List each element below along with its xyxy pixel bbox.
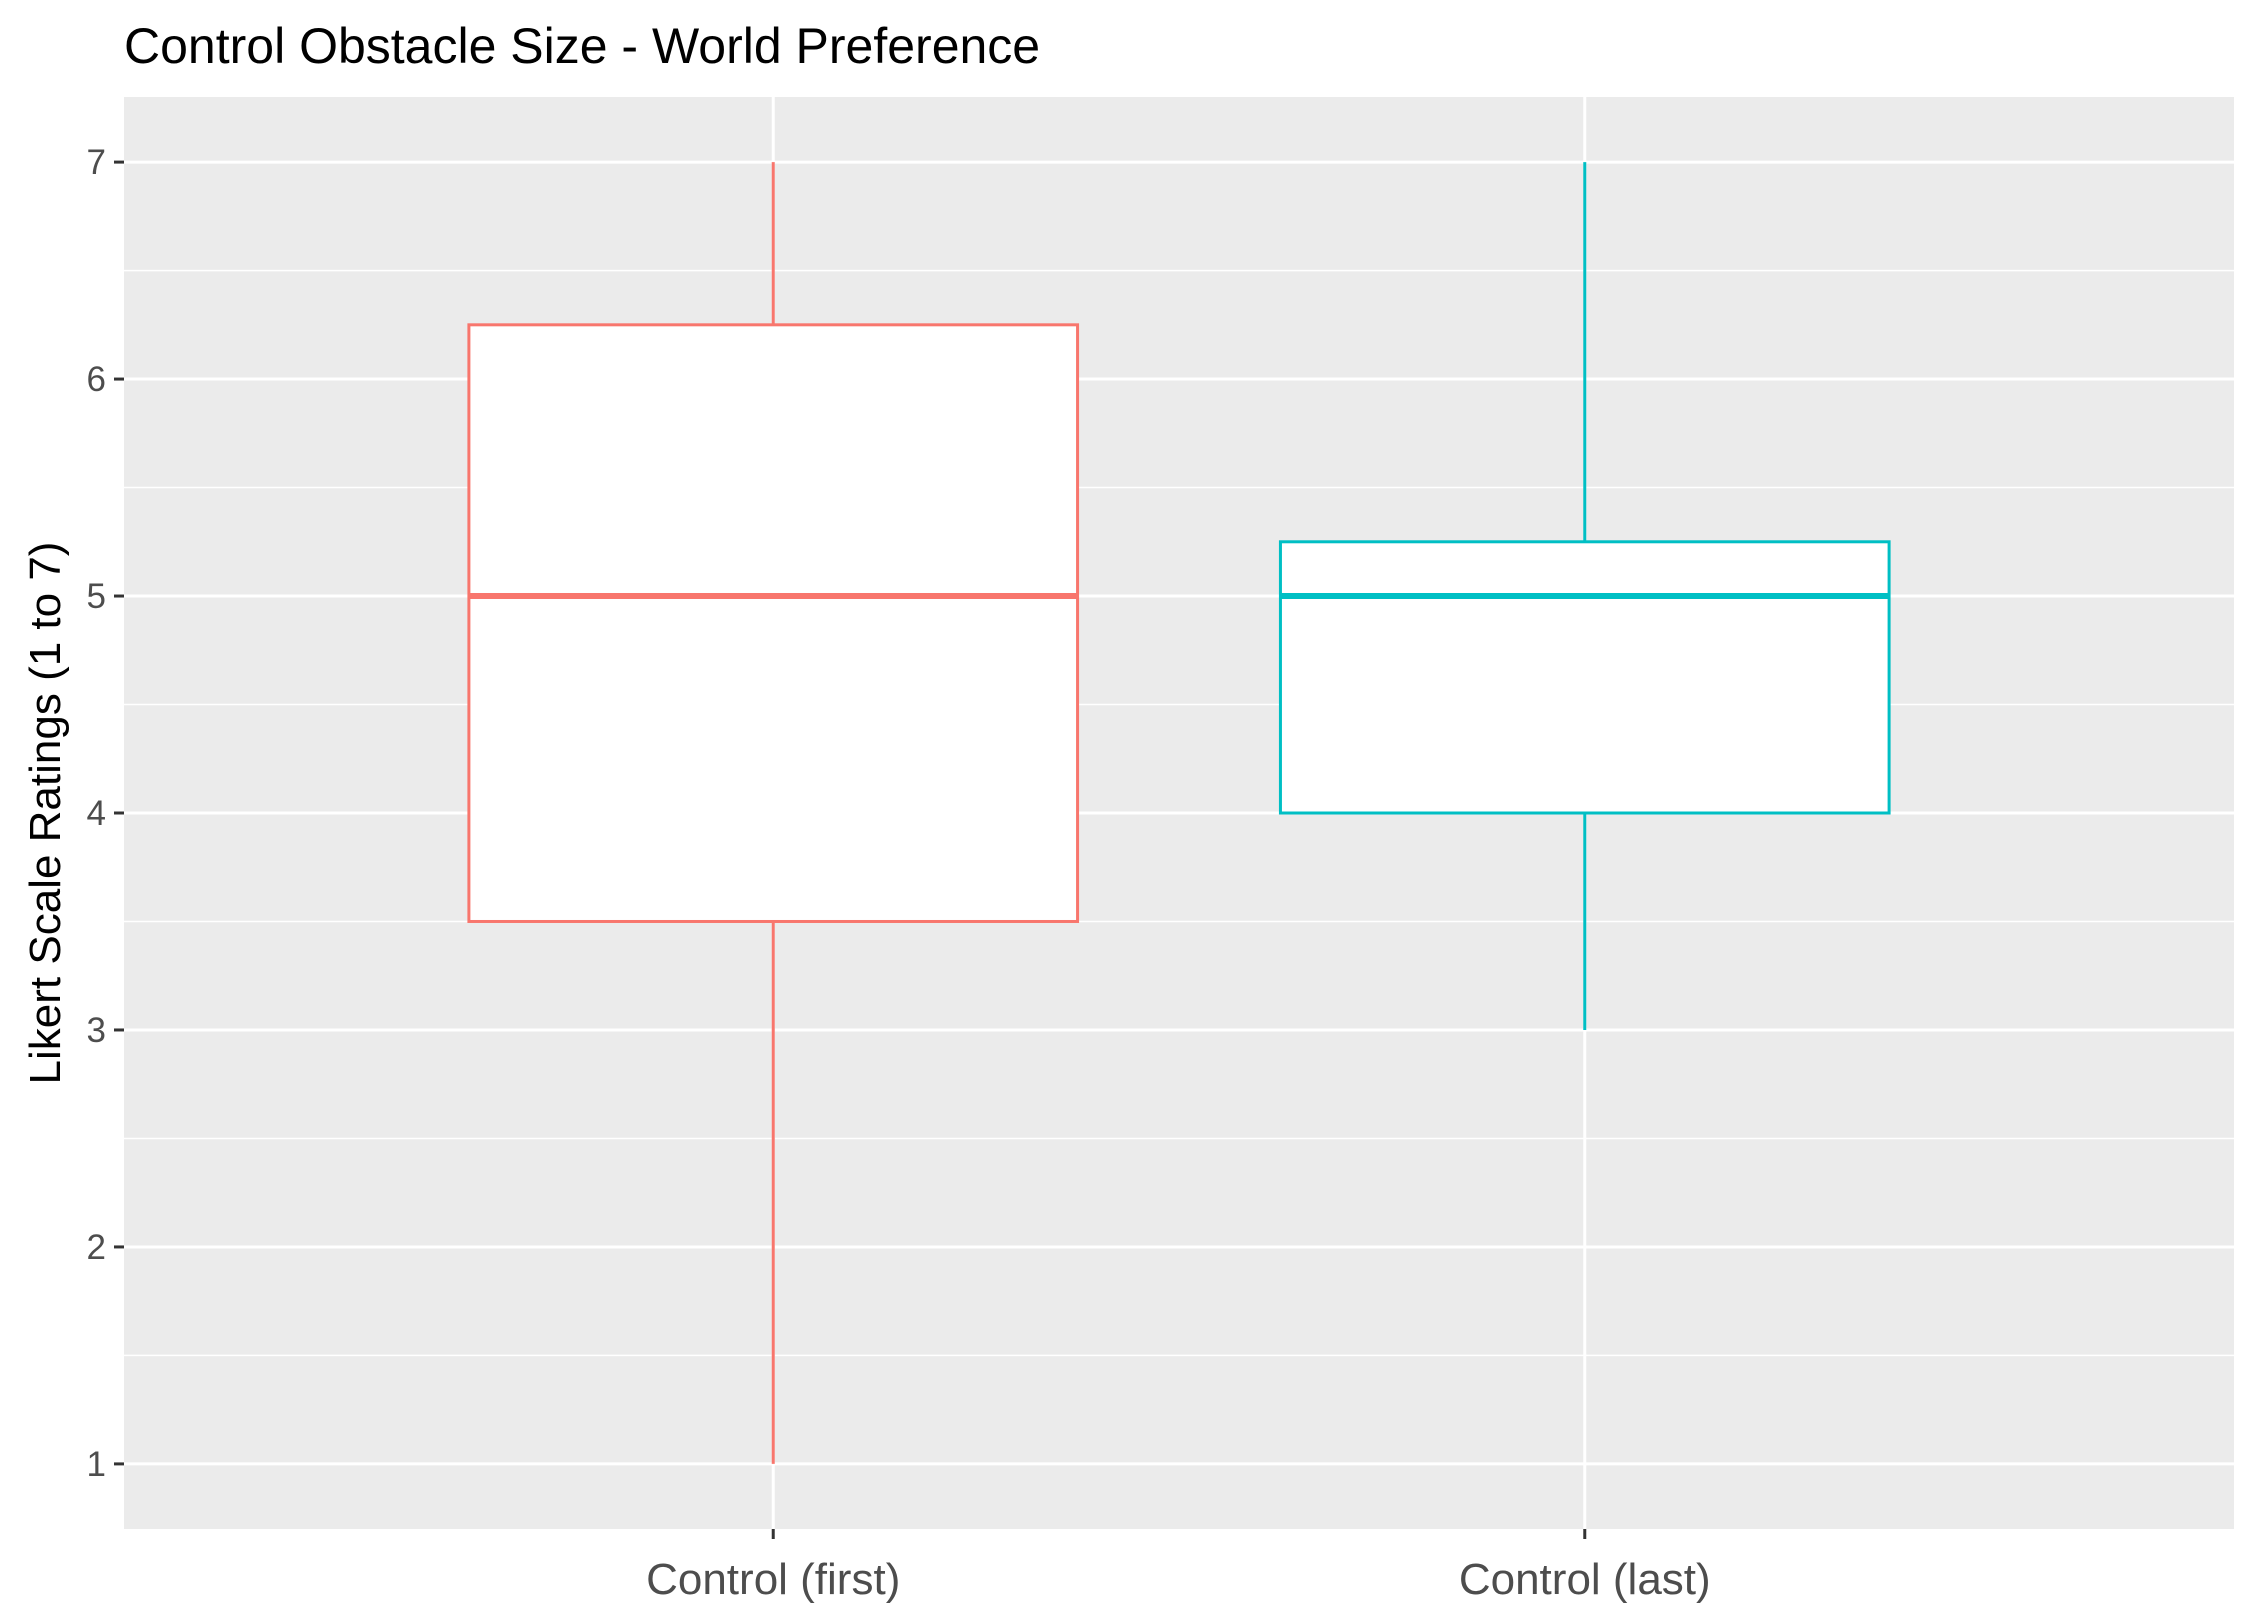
x-tick-label: Control (first) [646, 1555, 900, 1604]
boxes-layer [467, 162, 1891, 1464]
x-tick-label: Control (last) [1459, 1555, 1711, 1604]
y-tick-label: 7 [87, 143, 106, 182]
box-first [467, 162, 1080, 1464]
y-axis: 1 2 3 4 5 6 7 [87, 143, 124, 1484]
y-tick-label: 1 [87, 1445, 106, 1484]
y-axis-label: Likert Scale Ratings (1 to 7) [21, 542, 70, 1085]
iqr-box [467, 323, 1080, 923]
y-tick-label: 6 [87, 360, 106, 399]
iqr-box [1278, 540, 1891, 815]
y-tick-label: 2 [87, 1228, 106, 1267]
chart-title: Control Obstacle Size - World Preference [124, 18, 1040, 74]
box-last [1278, 162, 1891, 1030]
y-tick-label: 4 [87, 794, 106, 833]
x-axis: Control (first) Control (last) [646, 1529, 1711, 1604]
y-tick-label: 3 [87, 1011, 106, 1050]
y-tick-label: 5 [87, 577, 106, 616]
